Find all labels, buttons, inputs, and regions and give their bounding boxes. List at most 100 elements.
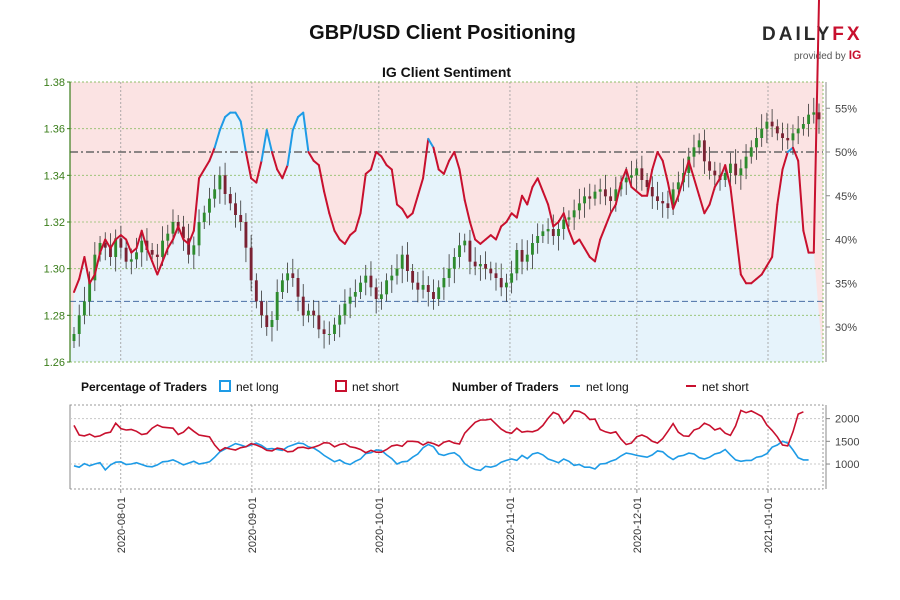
x-tick-label: 2020-08-01 [116, 497, 128, 553]
sentiment-line-segment [698, 194, 706, 215]
sentiment-line-segment [750, 277, 758, 285]
sentiment-line-segment [317, 164, 326, 193]
legend-pct-long-swatch [219, 380, 231, 392]
candle-body [593, 191, 597, 199]
candle-body [400, 254, 404, 269]
candle-body [781, 133, 784, 138]
candle-body [749, 147, 753, 157]
x-tick-label: 2020-11-01 [505, 497, 517, 552]
sentiment-line-segment [73, 277, 81, 293]
candle-body [379, 294, 383, 299]
left-tick-label: 1.34 [44, 170, 65, 182]
legend-pct-long-label: net long [236, 380, 279, 394]
sentiment-line-segment [776, 168, 784, 206]
sentiment-line-segment [719, 164, 727, 180]
candle-body [416, 282, 420, 290]
candle-body [577, 203, 581, 211]
sentiment-line-segment [343, 234, 352, 245]
dailyfx-logo: DAILYFX provided by IG [762, 24, 872, 62]
x-tick-label: 2020-12-01 [632, 497, 644, 553]
sentiment-line-segment [198, 168, 206, 180]
sentiment-line-segment [396, 203, 404, 210]
candle-body [333, 324, 336, 334]
sentiment-line-segment [385, 164, 393, 171]
candle-body [166, 233, 170, 241]
candle-body [510, 273, 514, 283]
sentiment-line-segment [625, 168, 633, 188]
sentiment-line-segment [364, 168, 372, 175]
candle-body [327, 334, 331, 335]
candle-body [531, 243, 534, 255]
candle-body [728, 163, 732, 173]
legend-num-long-label: net long [586, 380, 629, 394]
candle-body [421, 285, 425, 290]
sentiment-line-segment [119, 234, 128, 241]
candle-body [353, 292, 357, 297]
sentiment-line-segment [151, 260, 159, 276]
candle-body [369, 275, 373, 288]
candle-body [192, 245, 196, 255]
candle-body [791, 133, 795, 141]
right-tick-label: 35% [835, 278, 857, 290]
sentiment-line-segment [786, 146, 794, 153]
sentiment-line-segment [250, 177, 258, 184]
candle-body [697, 140, 701, 148]
candle-body [202, 212, 206, 222]
candle-body [734, 163, 738, 176]
candle-body [312, 310, 316, 316]
candle-body [317, 315, 321, 330]
candle-body [275, 292, 279, 320]
lower-right-tick-label: 1500 [835, 436, 859, 448]
candle-body [93, 254, 97, 281]
candle-body [650, 187, 654, 197]
candle-body [598, 189, 602, 192]
candle-body [307, 310, 310, 316]
sentiment-line-segment [599, 225, 607, 241]
candle-body [426, 285, 430, 292]
sentiment-line-segment [474, 238, 482, 245]
sentiment-line-segment [145, 247, 154, 263]
left-tick-label: 1.38 [44, 77, 65, 89]
right-tick-label: 55% [835, 103, 857, 115]
candle-body [723, 173, 727, 180]
legend-number-label: Number of Traders [452, 380, 559, 394]
sentiment-line-segment [765, 256, 774, 267]
sentiment-line-segment [171, 225, 180, 241]
candle-body [588, 196, 592, 199]
sentiment-line-segment [135, 229, 143, 250]
candle-body [640, 168, 644, 180]
traders-long-line [73, 440, 809, 472]
candle-body [603, 189, 607, 197]
lower-right-tick-label: 2000 [835, 414, 859, 426]
candle-body [213, 189, 217, 199]
sentiment-line-segment [463, 199, 471, 223]
sentiment-line-segment [427, 137, 435, 149]
sentiment-line-segment [375, 151, 383, 158]
sentiment-line-segment [526, 186, 534, 206]
candle-body [775, 126, 779, 134]
sentiment-line-segment [567, 229, 576, 245]
candle-body [265, 315, 269, 327]
candle-body [88, 280, 92, 302]
sentiment-line-segment [125, 238, 133, 254]
candle-body [468, 240, 472, 262]
x-tick-label: 2020-10-01 [374, 497, 386, 553]
candle-body [374, 287, 378, 299]
candle-body [129, 259, 133, 262]
candle-body [208, 198, 211, 213]
candle-body [796, 128, 800, 134]
candle-body [161, 240, 165, 257]
sentiment-line-segment [187, 229, 195, 245]
sentiment-line-segment [708, 186, 716, 206]
sentiment-line-segment [302, 111, 310, 153]
candle-body [583, 196, 586, 204]
candle-body [390, 275, 394, 281]
candle-body [624, 177, 628, 183]
sentiment-line-segment [208, 146, 216, 162]
sentiment-line-segment [656, 151, 664, 162]
sentiment-line-segment [536, 177, 544, 193]
sentiment-line-segment [270, 151, 279, 171]
candle-body [437, 287, 441, 299]
sentiment-line-segment [244, 151, 253, 180]
sentiment-line-segment [635, 190, 643, 197]
